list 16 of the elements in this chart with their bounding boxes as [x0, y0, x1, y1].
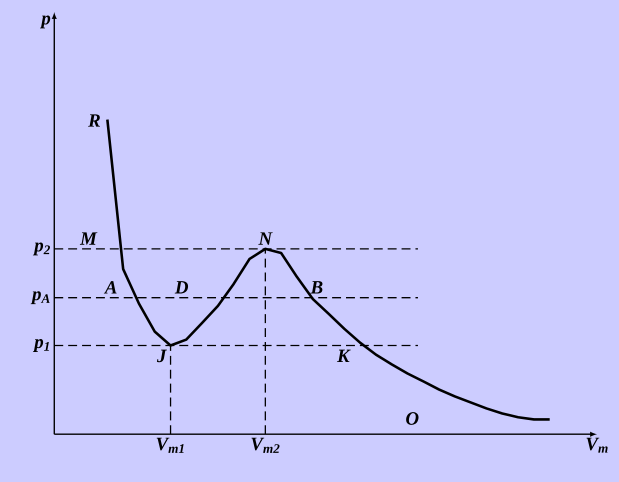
x-tick-label: V$_{m1}$: [156, 438, 184, 453]
annotation: B: [310, 281, 322, 294]
ref-line-label: p$_{A}$: [30, 291, 50, 304]
text: p: [40, 15, 50, 28]
x-axis-title: V$_{m}$: [586, 438, 608, 453]
annotation: J: [156, 350, 167, 362]
ref-line-label: p$_{1}$: [32, 339, 49, 352]
annotation: N: [258, 232, 273, 245]
x-tick-label: V$_{m2}$: [251, 438, 280, 453]
annotation: K: [336, 350, 351, 362]
annotation: R: [88, 114, 100, 127]
annotation: A: [104, 281, 117, 294]
annotation: O: [406, 412, 419, 425]
annotation: D: [174, 281, 188, 294]
annotation: M: [80, 232, 98, 245]
ref-line-label: p$_{2}$: [32, 242, 50, 256]
